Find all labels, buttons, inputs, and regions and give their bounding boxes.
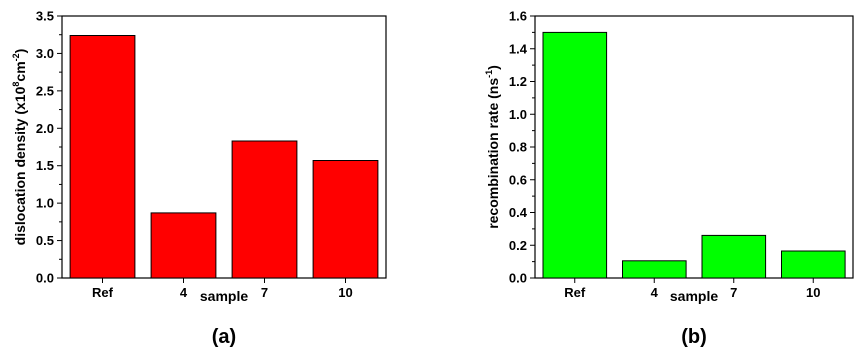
bar-4	[150, 212, 217, 279]
x-ticks: Ref 4 7 10	[564, 278, 820, 300]
y-tick-label: 1.5	[36, 158, 54, 173]
panel-a: 0.00.51.01.52.02.53.03.5 Ref 4 7 10 sample …	[11, 9, 387, 348]
y-tick-label: 3.0	[36, 46, 54, 61]
panel-label: (a)	[212, 326, 236, 348]
y-tick-label: 1.0	[36, 196, 54, 211]
y-tick-label: 0.0	[36, 271, 54, 286]
y-tick-label: 2.0	[36, 121, 54, 136]
x-tick-label: 4	[651, 285, 659, 300]
y-tick-label: 1.6	[509, 9, 527, 24]
bar-4	[622, 260, 687, 279]
y-tick-label: 0.6	[509, 172, 527, 187]
bar-10	[781, 250, 846, 279]
y-tick-label: 0.5	[36, 233, 54, 248]
x-ticks: Ref 4 7 10	[92, 278, 353, 300]
panel-b: 0.0 0.2 0.4 0.6 0.8 1.0 1.2 1.4 1.6 Ref 4 7 10 samp…	[484, 9, 854, 348]
bar-ref	[542, 31, 608, 279]
y-axis-label: recombination rate (ns-1)	[484, 65, 501, 229]
x-tick-label: Ref	[564, 285, 586, 300]
x-tick-label: 7	[261, 285, 268, 300]
bar-10	[312, 160, 379, 279]
panel-label: (b)	[681, 326, 707, 348]
y-tick-label: 2.5	[36, 83, 54, 98]
y-ticks: 0.0 0.5 1.0 1.5 2.0 2.5 3.0 3.5	[36, 9, 62, 286]
y-tick-label: 0.4	[509, 205, 528, 220]
x-tick-label: 10	[338, 285, 352, 300]
y-axis-label: dislocation density (x108cm-2)	[11, 49, 28, 246]
x-axis-label: sample	[200, 288, 248, 304]
x-tick-label: 7	[730, 285, 737, 300]
y-tick-label: 1.0	[509, 107, 527, 122]
x-tick-label: Ref	[92, 285, 114, 300]
y-tick-label: 0.0	[509, 271, 527, 286]
x-axis-label: sample	[670, 288, 718, 304]
bars	[542, 31, 846, 279]
y-tick-label: 0.8	[509, 140, 527, 155]
bars	[69, 35, 379, 279]
y-tick-label: 1.4	[509, 41, 528, 56]
y-ticks: 0.0 0.2 0.4 0.6 0.8 1.0 1.2 1.4 1.6	[509, 9, 535, 286]
bar-7	[231, 140, 298, 279]
y-tick-label: 3.5	[36, 9, 54, 24]
x-tick-label: 10	[806, 285, 820, 300]
y-tick-label: 1.2	[509, 74, 527, 89]
y-tick-label: 0.2	[509, 238, 527, 253]
bar-7	[701, 234, 767, 279]
x-tick-label: 4	[180, 285, 188, 300]
bar-ref	[69, 35, 136, 279]
